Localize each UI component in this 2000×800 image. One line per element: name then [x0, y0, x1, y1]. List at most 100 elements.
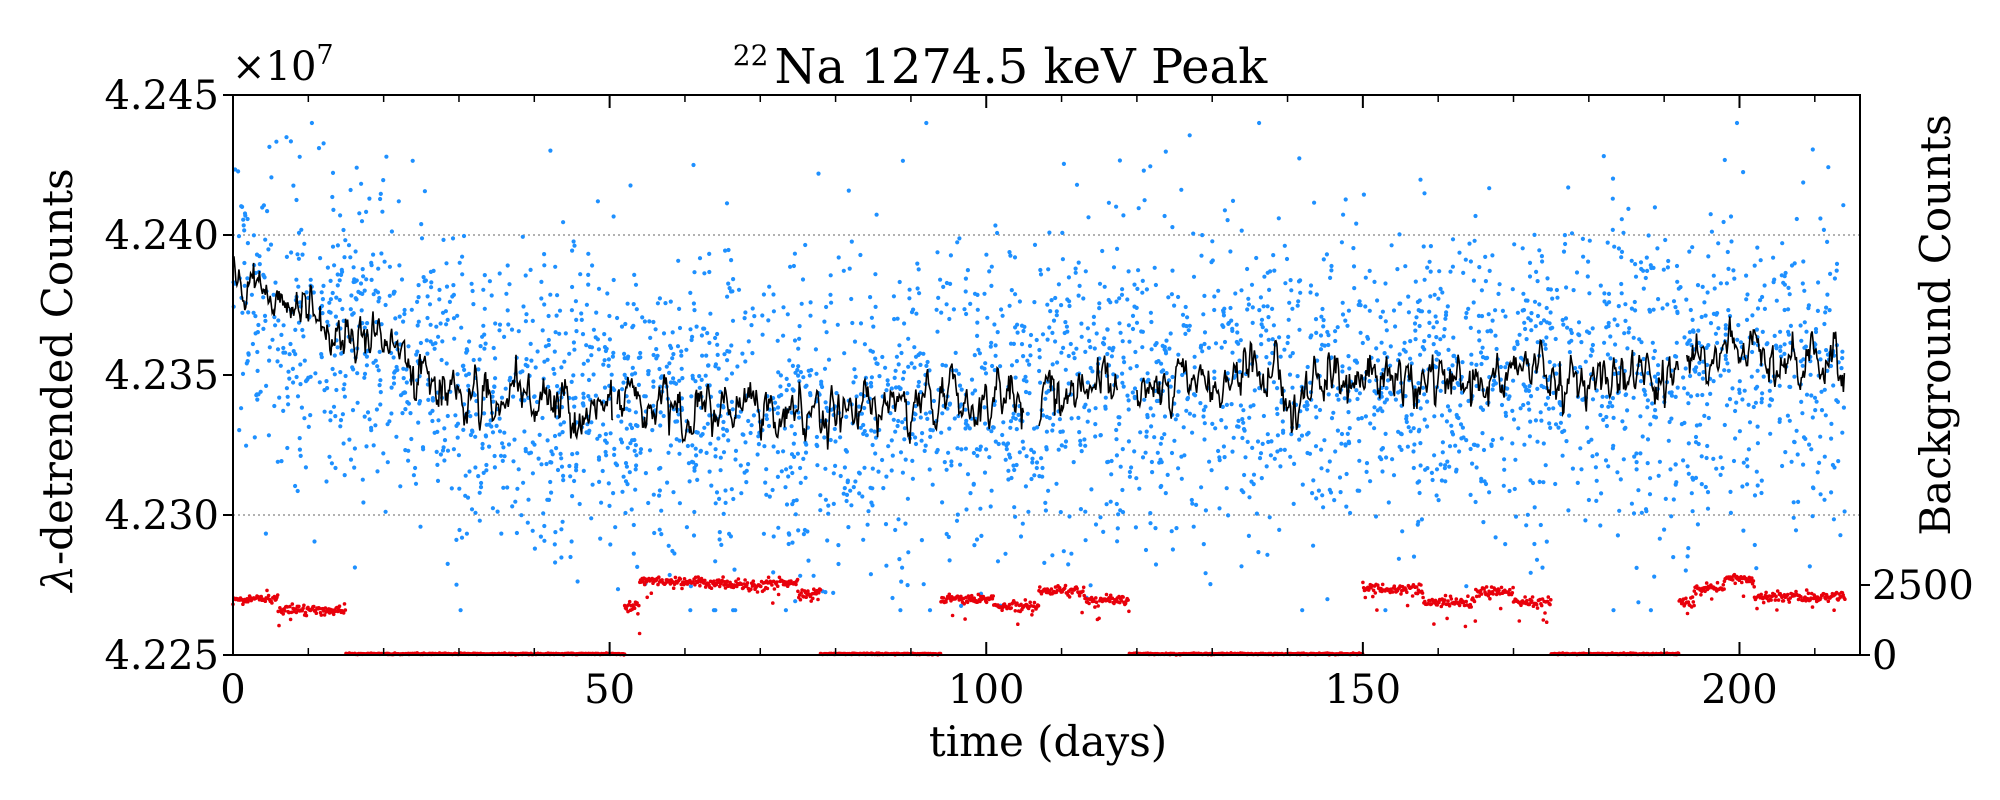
- scatter-point: [1326, 342, 1331, 348]
- scatter-point: [1003, 551, 1008, 556]
- scatter-point: [963, 407, 968, 412]
- scatter-point: [625, 301, 630, 306]
- scatter-point: [1224, 402, 1229, 407]
- scatter-point: [245, 276, 250, 281]
- scatter-point: [1015, 330, 1020, 335]
- scatter-point: [1035, 425, 1040, 430]
- scatter-point: [1120, 380, 1125, 385]
- scatter-point: [352, 465, 357, 470]
- background-point: [963, 617, 967, 621]
- scatter-point: [938, 277, 943, 282]
- scatter-point: [723, 500, 728, 505]
- scatter-point: [1532, 299, 1538, 304]
- scatter-point: [952, 416, 957, 421]
- scatter-point: [1150, 470, 1155, 475]
- scatter-point: [306, 375, 311, 380]
- scatter-point: [242, 228, 247, 233]
- scatter-point: [1176, 466, 1181, 471]
- scatter-point: [1319, 447, 1324, 452]
- scatter-point: [284, 386, 289, 391]
- scatter-point: [365, 410, 371, 415]
- scatter-point: [312, 539, 317, 544]
- scatter-point: [1622, 331, 1627, 336]
- scatter-point: [684, 525, 690, 530]
- scatter-point: [1103, 406, 1108, 411]
- scatter-point: [1818, 216, 1823, 221]
- background-point: [632, 606, 637, 611]
- scatter-point: [1266, 439, 1271, 445]
- scatter-point: [495, 509, 500, 514]
- scatter-point: [675, 344, 681, 349]
- scatter-point: [943, 363, 949, 368]
- background-point: [777, 575, 782, 580]
- scatter-point: [852, 367, 857, 372]
- scatter-point: [640, 315, 645, 320]
- background-point: [627, 599, 632, 604]
- scatter-point: [290, 366, 295, 371]
- scatter-point: [1690, 475, 1695, 480]
- scatter-point: [1320, 493, 1325, 498]
- scatter-point: [403, 407, 408, 412]
- scatter-point: [288, 341, 293, 347]
- scatter-point: [658, 375, 664, 380]
- scatter-point: [1767, 388, 1772, 393]
- scatter-point: [744, 480, 749, 485]
- scatter-point: [721, 511, 726, 516]
- scatter-point: [646, 369, 651, 374]
- scatter-point: [1574, 270, 1580, 275]
- scatter-point: [371, 443, 376, 448]
- scatter-point: [842, 351, 847, 356]
- scatter-point: [590, 263, 595, 268]
- scatter-point: [1527, 407, 1532, 412]
- scatter-point: [857, 471, 862, 476]
- scatter-point: [970, 391, 975, 396]
- scatter-point: [1651, 307, 1656, 312]
- scatter-point: [351, 311, 356, 316]
- scatter-point: [651, 403, 656, 408]
- scatter-point: [294, 197, 299, 203]
- scatter-point: [1087, 338, 1092, 343]
- scatter-point: [688, 584, 694, 589]
- scatter-point: [1249, 282, 1255, 287]
- scatter-point: [1718, 373, 1723, 378]
- scatter-point: [376, 266, 381, 271]
- scatter-point: [987, 455, 992, 460]
- scatter-point: [1815, 470, 1820, 475]
- scatter-point: [720, 403, 726, 408]
- background-point: [641, 579, 645, 584]
- scatter-point: [1752, 263, 1757, 268]
- scatter-point: [1722, 157, 1727, 163]
- scatter-point: [893, 527, 898, 533]
- scatter-point: [281, 323, 286, 328]
- scatter-point: [1705, 290, 1710, 295]
- scatter-point: [1500, 308, 1505, 313]
- scatter-point: [1537, 302, 1542, 307]
- scatter-point: [468, 414, 473, 419]
- scatter-point: [844, 498, 849, 504]
- scatter-point: [1598, 523, 1603, 528]
- scatter-point: [1246, 302, 1251, 307]
- scatter-point: [1801, 259, 1806, 264]
- scatter-point: [1165, 472, 1170, 477]
- scatter-point: [1586, 439, 1591, 445]
- scatter-point: [1466, 306, 1471, 311]
- scatter-point: [860, 494, 865, 499]
- scatter-point: [930, 482, 935, 487]
- scatter-point: [713, 501, 718, 506]
- scatter-point: [1024, 454, 1029, 459]
- scatter-point: [338, 213, 343, 218]
- scatter-point: [1510, 441, 1515, 446]
- scatter-point: [1332, 498, 1337, 503]
- scatter-point: [1634, 565, 1639, 571]
- scatter-point: [1663, 496, 1668, 501]
- scatter-point: [1544, 305, 1549, 311]
- scatter-point: [1734, 120, 1740, 126]
- scatter-point: [523, 319, 529, 324]
- scatter-point: [538, 534, 544, 539]
- scatter-point: [1639, 340, 1644, 345]
- scatter-point: [1810, 415, 1815, 420]
- scatter-point: [1725, 361, 1730, 366]
- scatter-point: [1179, 476, 1184, 481]
- scatter-point: [1136, 268, 1141, 273]
- scatter-point: [679, 349, 684, 354]
